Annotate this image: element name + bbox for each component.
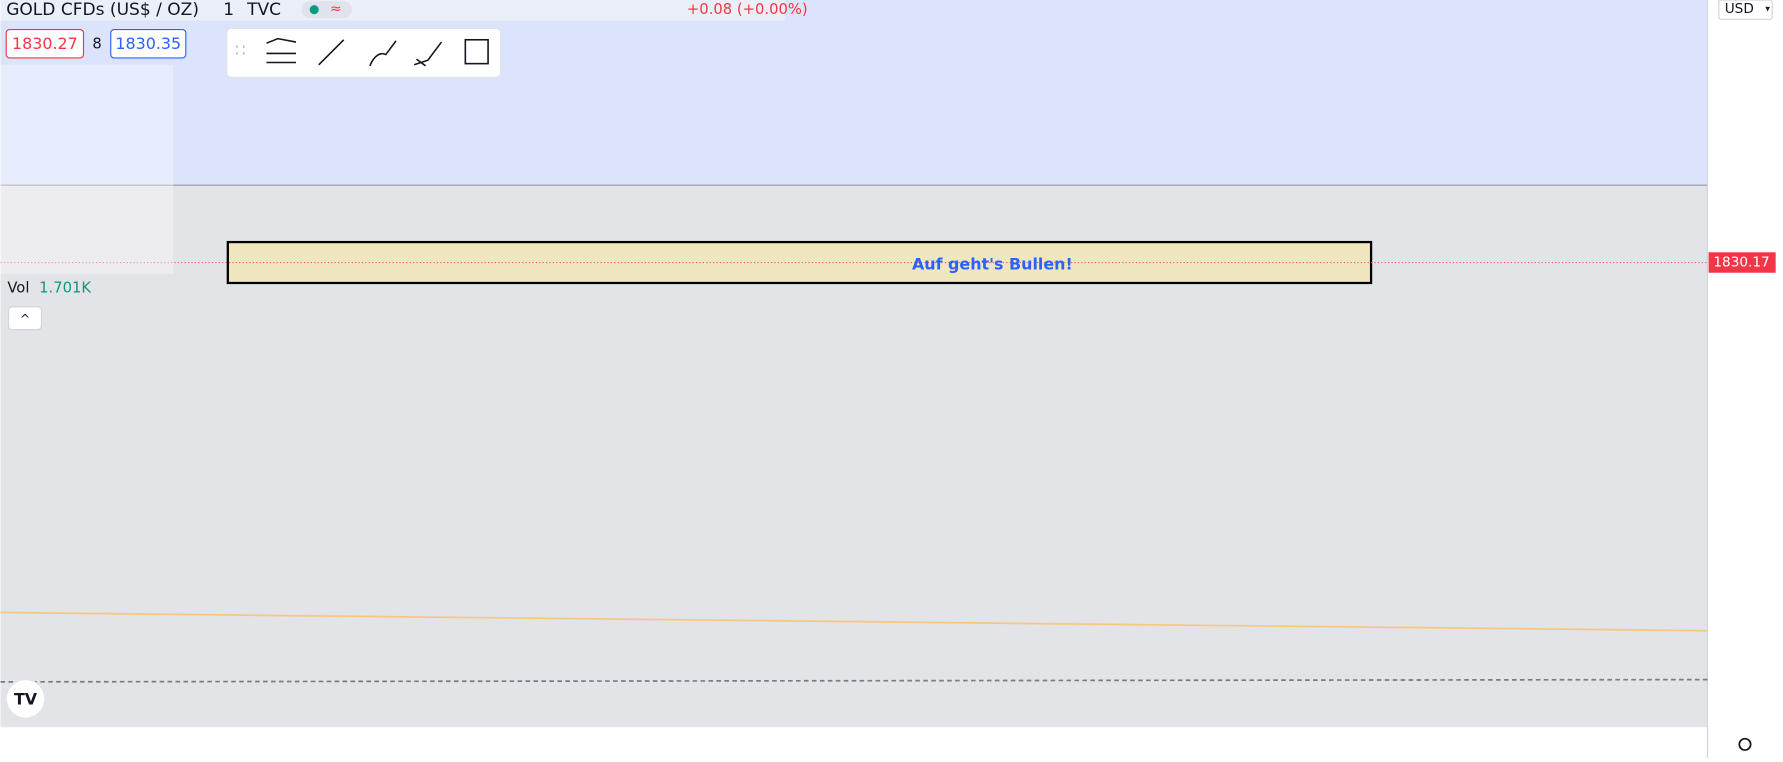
legend-bg xyxy=(0,64,174,274)
ask: 1830.35 xyxy=(115,34,181,53)
volume-average xyxy=(0,611,1708,632)
bid: 1830.27 xyxy=(12,34,78,53)
rect-tool[interactable] xyxy=(464,38,489,65)
drawing-toolbar xyxy=(226,27,502,78)
logo-bg xyxy=(5,679,46,719)
logo: TV xyxy=(14,690,38,709)
symbol[interactable]: GOLD CFDs (US$ / OZ) xyxy=(6,0,199,20)
ask-button[interactable] xyxy=(110,28,187,59)
volume-value: 1.701K xyxy=(39,280,91,297)
price-axis xyxy=(1707,0,1783,758)
currency-button[interactable] xyxy=(1718,0,1773,20)
interval: 1 xyxy=(223,0,234,20)
delay-icon: ≈ xyxy=(330,1,341,17)
fib-tool[interactable] xyxy=(266,37,297,64)
spread: 8 xyxy=(92,35,101,52)
brush-tool[interactable] xyxy=(369,40,397,67)
toolbar-icons xyxy=(236,37,489,67)
dashed-level xyxy=(0,678,1708,683)
volume-name: Vol xyxy=(7,280,29,297)
change: +0.08 (+0.00%) xyxy=(687,1,808,18)
source: TVC xyxy=(246,0,281,20)
collapse-button[interactable] xyxy=(7,306,43,331)
alert-zone xyxy=(0,0,1708,186)
header-bg xyxy=(0,0,785,21)
line-tool[interactable] xyxy=(318,39,345,66)
market-dot xyxy=(309,5,319,15)
range-box[interactable] xyxy=(226,240,1373,285)
highlighter-tool[interactable] xyxy=(413,41,443,67)
last-price-box xyxy=(1708,252,1776,273)
drag-handle[interactable] xyxy=(236,45,245,55)
time-axis xyxy=(0,727,1708,758)
bid-button[interactable] xyxy=(5,28,85,59)
currency-caret: ▾ xyxy=(1765,5,1770,15)
status-pill[interactable] xyxy=(301,1,352,19)
settings-icon[interactable] xyxy=(1738,737,1752,751)
last-price-label: 1830.17 xyxy=(1713,255,1769,271)
annotation[interactable]: Auf geht's Bullen! xyxy=(912,254,1073,273)
currency-label: USD xyxy=(1725,1,1754,17)
collapse-icon: ^ xyxy=(20,311,30,326)
